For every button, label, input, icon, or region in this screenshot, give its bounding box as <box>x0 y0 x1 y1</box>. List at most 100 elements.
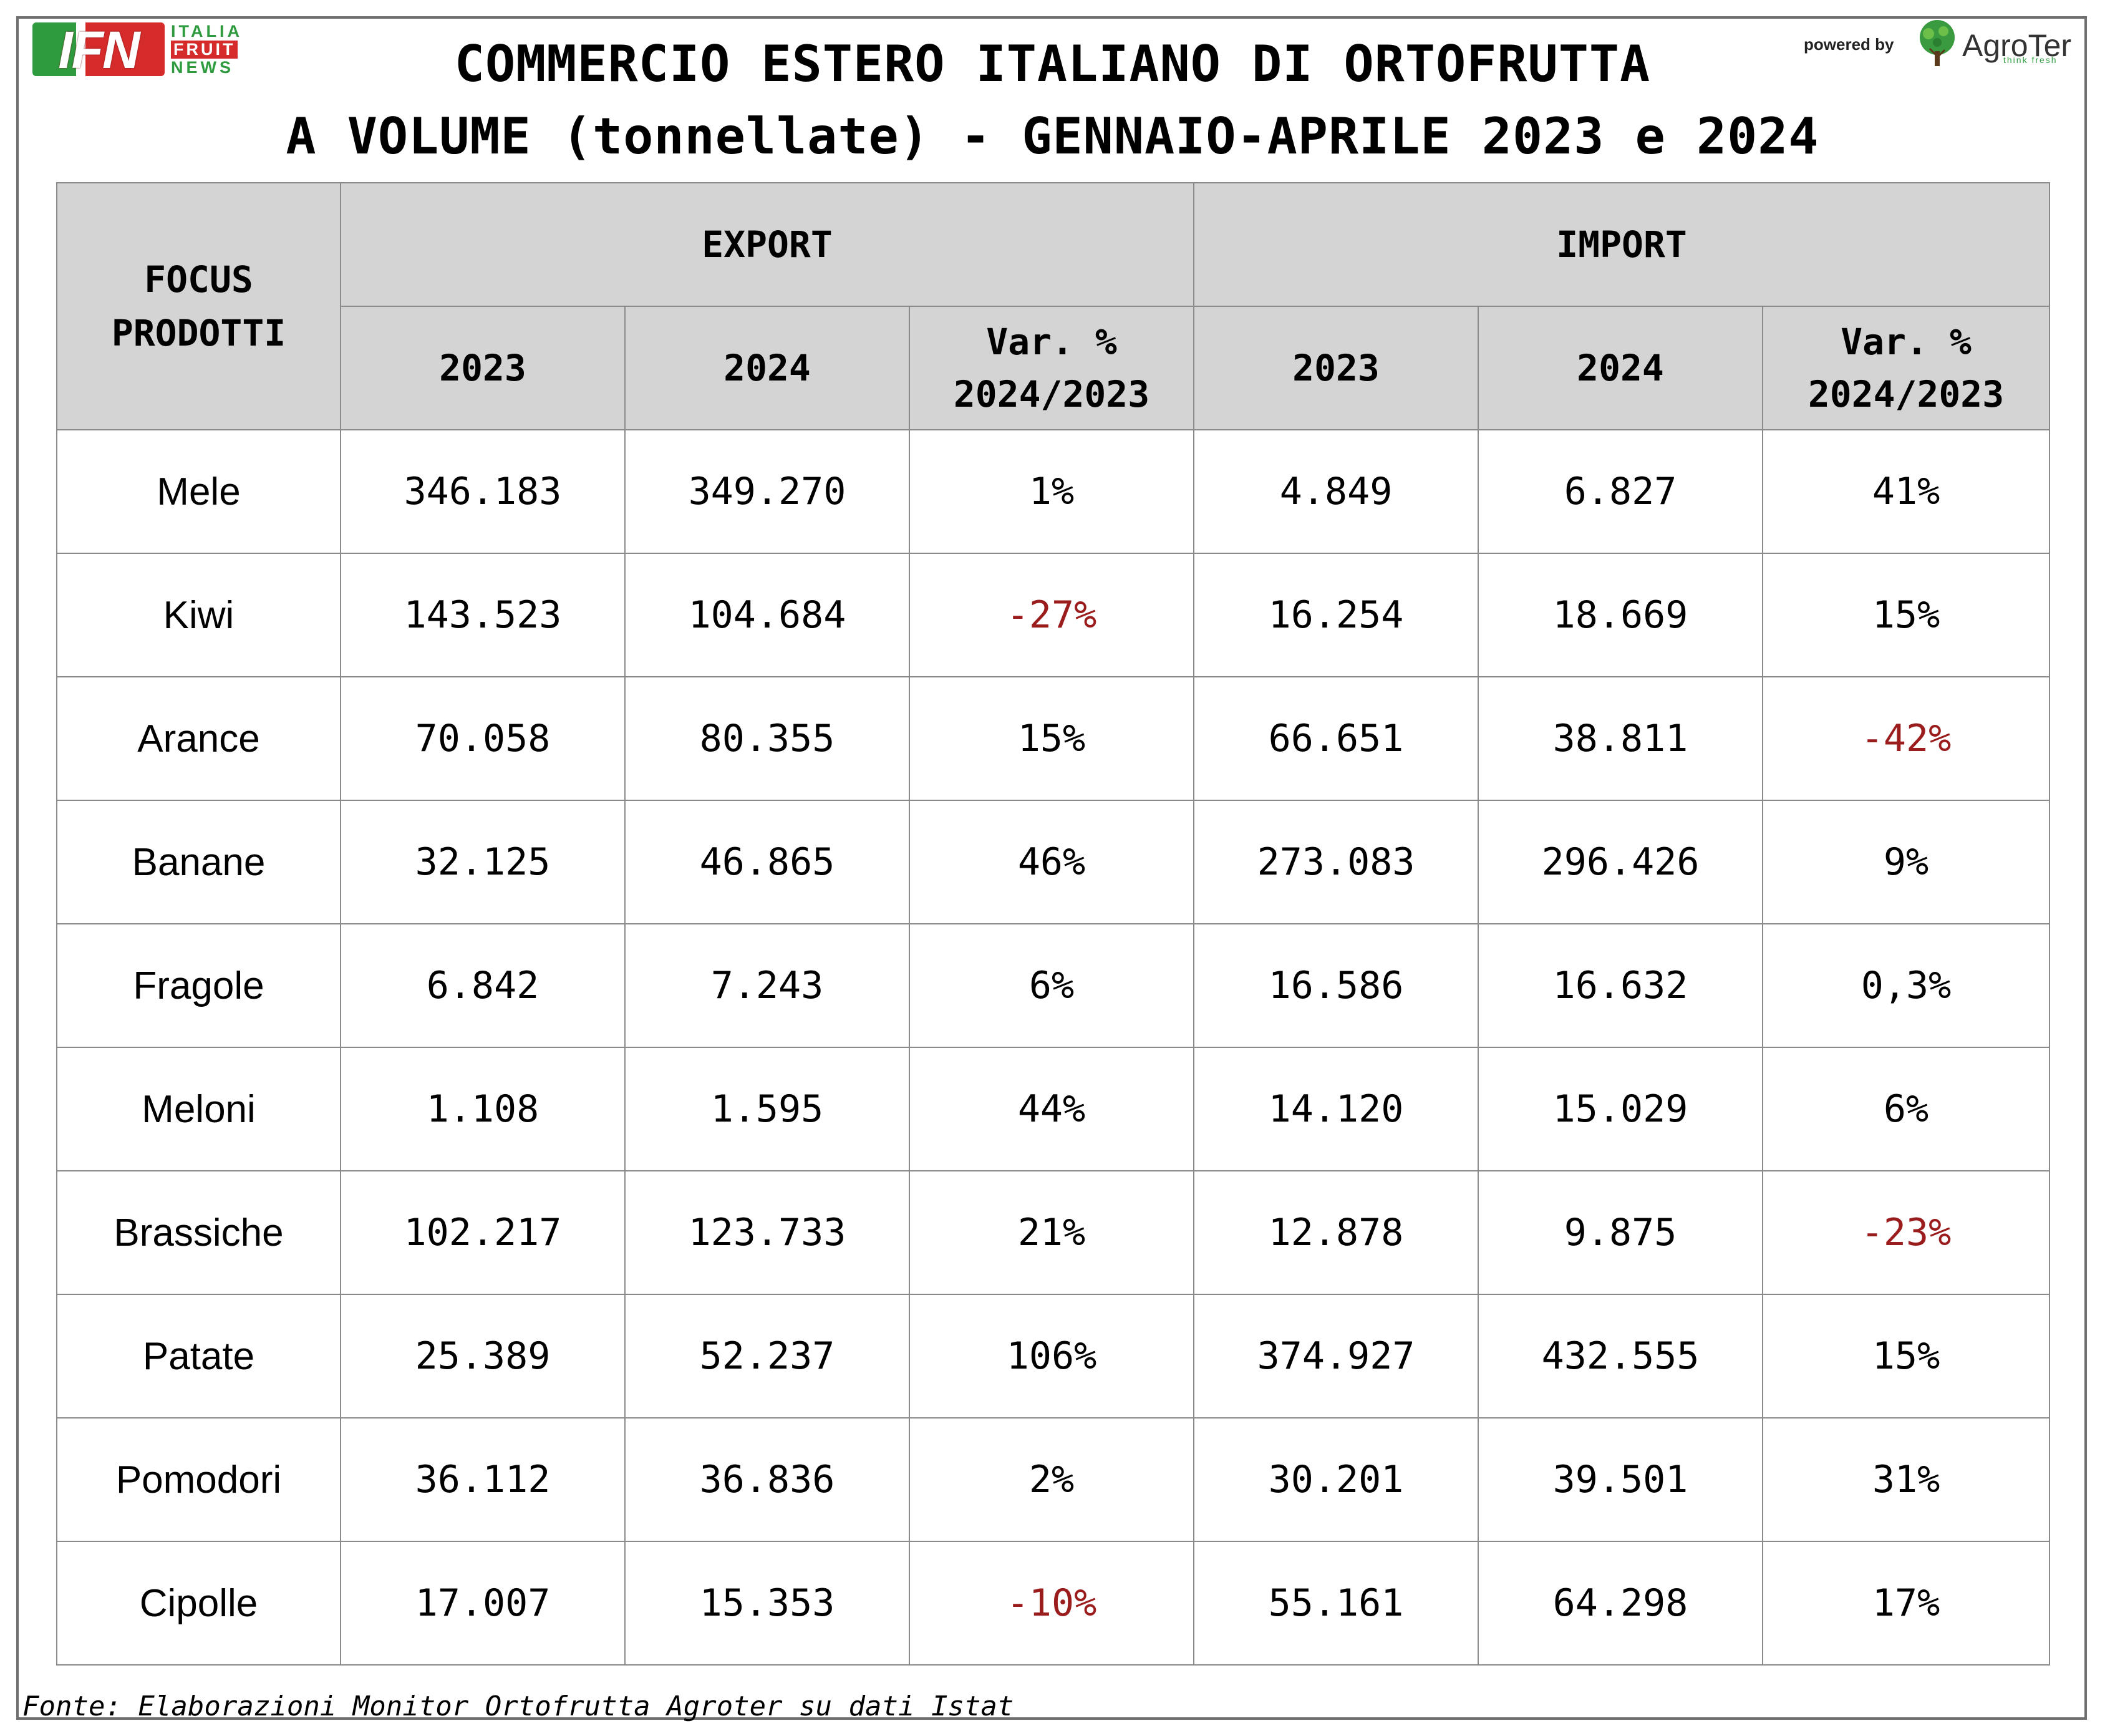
import-var-cell: 15% <box>1762 553 2051 677</box>
ifn-word-fruit: FRUIT <box>171 41 238 59</box>
table-row: Banane 32.125 46.865 46% 273.083 296.426… <box>56 800 2051 924</box>
export-2024-cell: 123.733 <box>624 1170 910 1295</box>
ifn-logo: IFN ITALIA FRUIT NEWS <box>32 21 258 79</box>
import-2024-cell: 9.875 <box>1478 1170 1764 1295</box>
product-name: Kiwi <box>56 553 341 677</box>
export-2023-cell: 17.007 <box>340 1541 626 1666</box>
product-name: Banane <box>56 800 341 924</box>
focus-header: FOCUS PRODOTTI <box>56 182 341 430</box>
trade-table: FOCUS PRODOTTI EXPORT IMPORT 2023 2024 V… <box>56 182 2051 1666</box>
import-var-cell: 9% <box>1762 800 2051 924</box>
table-row: Brassiche 102.217 123.733 21% 12.878 9.8… <box>56 1170 2051 1295</box>
export-2023-cell: 70.058 <box>340 676 626 801</box>
agroter-name: AgroTer <box>1962 28 2072 63</box>
export-var-cell: -10% <box>908 1541 1195 1666</box>
export-var-cell: 15% <box>908 676 1195 801</box>
import-2023-cell: 55.161 <box>1193 1541 1479 1666</box>
product-name: Mele <box>56 429 341 554</box>
import-header: IMPORT <box>1193 182 2051 307</box>
export-2024-header: 2024 <box>624 306 910 430</box>
import-2024-header: 2024 <box>1478 306 1764 430</box>
export-var-cell: 106% <box>908 1294 1195 1418</box>
import-2023-cell: 66.651 <box>1193 676 1479 801</box>
table-row: Cipolle 17.007 15.353 -10% 55.161 64.298… <box>56 1541 2051 1666</box>
import-var-cell: 15% <box>1762 1294 2051 1418</box>
export-var-cell: 21% <box>908 1170 1195 1295</box>
table-row: Pomodori 36.112 36.836 2% 30.201 39.501 … <box>56 1417 2051 1542</box>
export-2023-cell: 25.389 <box>340 1294 626 1418</box>
page-title: COMMERCIO ESTERO ITALIANO DI ORTOFRUTTA <box>454 35 1651 93</box>
source-note: Fonte: Elaborazioni Monitor Ortofrutta A… <box>22 1690 1014 1722</box>
import-var-header-l1: Var. % <box>1841 321 1972 363</box>
table-row: Fragole 6.842 7.243 6% 16.586 16.632 0,3… <box>56 923 2051 1048</box>
export-2024-cell: 46.865 <box>624 800 910 924</box>
ifn-logo-letters: IFN <box>58 21 140 79</box>
ifn-logo-words: ITALIA FRUIT NEWS <box>171 22 258 77</box>
export-2023-cell: 36.112 <box>340 1417 626 1542</box>
import-2023-cell: 12.878 <box>1193 1170 1479 1295</box>
import-2023-cell: 273.083 <box>1193 800 1479 924</box>
export-var-header-l2: 2024/2023 <box>953 373 1150 415</box>
export-2023-cell: 1.108 <box>340 1047 626 1171</box>
export-2024-cell: 7.243 <box>624 923 910 1048</box>
export-var-cell: 46% <box>908 800 1195 924</box>
import-2023-header: 2023 <box>1193 306 1479 430</box>
import-2024-cell: 18.669 <box>1478 553 1764 677</box>
export-2023-cell: 346.183 <box>340 429 626 554</box>
import-2023-cell: 16.586 <box>1193 923 1479 1048</box>
table-row: Patate 25.389 52.237 106% 374.927 432.55… <box>56 1294 2051 1418</box>
export-2023-cell: 143.523 <box>340 553 626 677</box>
export-var-header-l1: Var. % <box>986 321 1117 363</box>
product-name: Patate <box>56 1294 341 1418</box>
table-row: Kiwi 143.523 104.684 -27% 16.254 18.669 … <box>56 553 2051 677</box>
export-2023-cell: 102.217 <box>340 1170 626 1295</box>
ifn-word-news: NEWS <box>171 58 234 77</box>
ifn-word-italia: ITALIA <box>171 22 243 41</box>
import-2023-cell: 30.201 <box>1193 1417 1479 1542</box>
export-var-cell: 6% <box>908 923 1195 1048</box>
import-2024-cell: 64.298 <box>1478 1541 1764 1666</box>
export-2024-cell: 36.836 <box>624 1417 910 1542</box>
import-2024-cell: 432.555 <box>1478 1294 1764 1418</box>
import-2024-cell: 38.811 <box>1478 676 1764 801</box>
export-2023-cell: 32.125 <box>340 800 626 924</box>
product-name: Cipolle <box>56 1541 341 1666</box>
header-row-groups: FOCUS PRODOTTI EXPORT IMPORT <box>56 182 2051 430</box>
export-header: EXPORT <box>339 182 1195 307</box>
tree-icon <box>1920 20 1955 66</box>
import-2024-cell: 15.029 <box>1478 1047 1764 1171</box>
table-row: Meloni 1.108 1.595 44% 14.120 15.029 6% <box>56 1047 2051 1171</box>
powered-by-label: powered by <box>1804 35 1894 54</box>
import-var-cell: 17% <box>1762 1541 2051 1666</box>
export-var-header: Var. % 2024/2023 <box>908 306 1195 430</box>
page-frame <box>16 16 2087 1720</box>
import-var-cell: -23% <box>1762 1170 2051 1295</box>
import-var-header: Var. % 2024/2023 <box>1762 306 2051 430</box>
import-2023-cell: 4.849 <box>1193 429 1479 554</box>
export-2024-cell: 104.684 <box>624 553 910 677</box>
import-2024-cell: 39.501 <box>1478 1417 1764 1542</box>
import-var-cell: 31% <box>1762 1417 2051 1542</box>
page-subtitle: A VOLUME (tonnellate) - GENNAIO-APRILE 2… <box>286 107 1819 165</box>
import-var-cell: 6% <box>1762 1047 2051 1171</box>
export-2024-cell: 1.595 <box>624 1047 910 1171</box>
import-var-cell: -42% <box>1762 676 2051 801</box>
import-2024-cell: 6.827 <box>1478 429 1764 554</box>
product-name: Brassiche <box>56 1170 341 1295</box>
product-name: Pomodori <box>56 1417 341 1542</box>
agroter-tagline: think fresh <box>2003 55 2058 65</box>
export-2023-header: 2023 <box>340 306 626 430</box>
export-2024-cell: 15.353 <box>624 1541 910 1666</box>
export-var-cell: 1% <box>908 429 1195 554</box>
import-var-header-l2: 2024/2023 <box>1807 373 2005 415</box>
focus-header-label: FOCUS PRODOTTI <box>111 258 286 354</box>
import-2024-cell: 16.632 <box>1478 923 1764 1048</box>
table-row: Arance 70.058 80.355 15% 66.651 38.811 -… <box>56 676 2051 801</box>
import-var-cell: 0,3% <box>1762 923 2051 1048</box>
export-var-cell: 2% <box>908 1417 1195 1542</box>
export-2023-cell: 6.842 <box>340 923 626 1048</box>
header-row-columns: 2023 2024 Var. % 2024/2023 2023 2024 Var… <box>57 306 2051 430</box>
import-2024-cell: 296.426 <box>1478 800 1764 924</box>
product-name: Arance <box>56 676 341 801</box>
export-var-cell: 44% <box>908 1047 1195 1171</box>
